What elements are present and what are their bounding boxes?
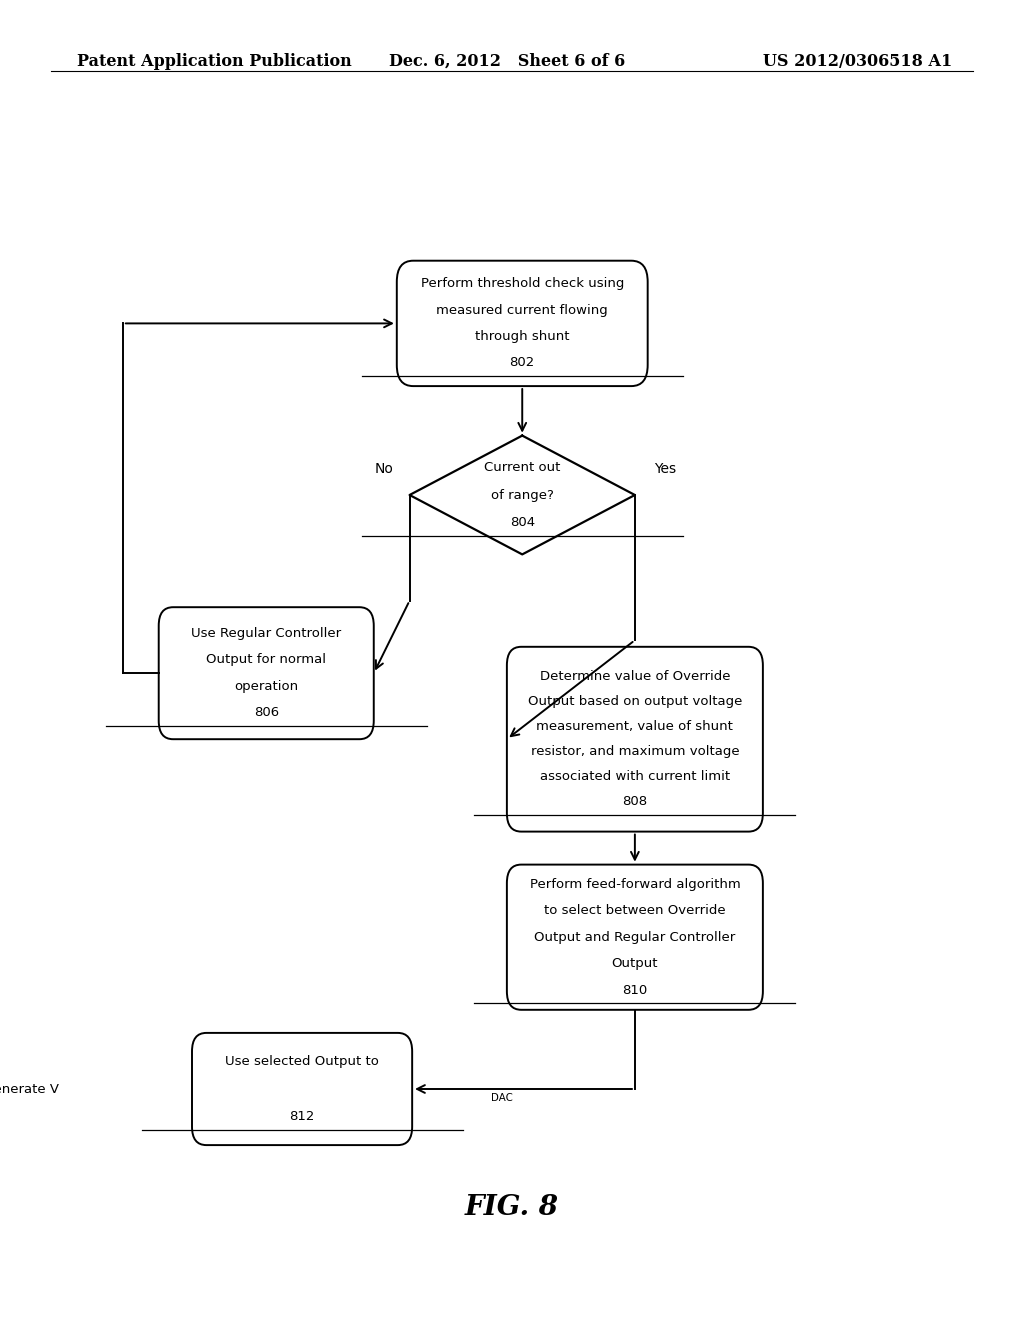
Text: Determine value of Override: Determine value of Override: [540, 671, 730, 682]
Text: Dec. 6, 2012   Sheet 6 of 6: Dec. 6, 2012 Sheet 6 of 6: [389, 53, 626, 70]
Text: DAC: DAC: [490, 1093, 512, 1104]
Text: operation: operation: [234, 680, 298, 693]
Text: 810: 810: [623, 983, 647, 997]
FancyBboxPatch shape: [507, 647, 763, 832]
Text: measured current flowing: measured current flowing: [436, 304, 608, 317]
Text: resistor, and maximum voltage: resistor, and maximum voltage: [530, 746, 739, 758]
Text: 808: 808: [623, 796, 647, 808]
Text: through shunt: through shunt: [475, 330, 569, 343]
Text: FIG. 8: FIG. 8: [465, 1195, 559, 1221]
Text: Output for normal: Output for normal: [206, 653, 327, 667]
Text: No: No: [375, 462, 393, 475]
Text: Use Regular Controller: Use Regular Controller: [191, 627, 341, 640]
Text: Yes: Yes: [654, 462, 677, 475]
Text: associated with current limit: associated with current limit: [540, 771, 730, 783]
FancyBboxPatch shape: [397, 261, 648, 385]
Text: 806: 806: [254, 706, 279, 719]
Text: measurement, value of shunt: measurement, value of shunt: [537, 721, 733, 733]
Text: Perform feed-forward algorithm: Perform feed-forward algorithm: [529, 878, 740, 891]
Text: Patent Application Publication: Patent Application Publication: [77, 53, 351, 70]
Text: Use selected Output to: Use selected Output to: [225, 1055, 379, 1068]
Text: 804: 804: [510, 516, 535, 529]
Text: Output based on output voltage: Output based on output voltage: [527, 696, 742, 708]
FancyBboxPatch shape: [193, 1032, 412, 1146]
FancyBboxPatch shape: [159, 607, 374, 739]
Text: 802: 802: [510, 356, 535, 370]
Text: to select between Override: to select between Override: [544, 904, 726, 917]
Text: US 2012/0306518 A1: US 2012/0306518 A1: [763, 53, 952, 70]
Text: 812: 812: [290, 1110, 314, 1123]
Text: Current out: Current out: [484, 461, 560, 474]
Text: Perform threshold check using: Perform threshold check using: [421, 277, 624, 290]
Text: of range?: of range?: [490, 488, 554, 502]
Text: Output and Regular Controller: Output and Regular Controller: [535, 931, 735, 944]
Text: generate V: generate V: [0, 1082, 58, 1096]
Text: Output: Output: [611, 957, 658, 970]
FancyBboxPatch shape: [507, 865, 763, 1010]
